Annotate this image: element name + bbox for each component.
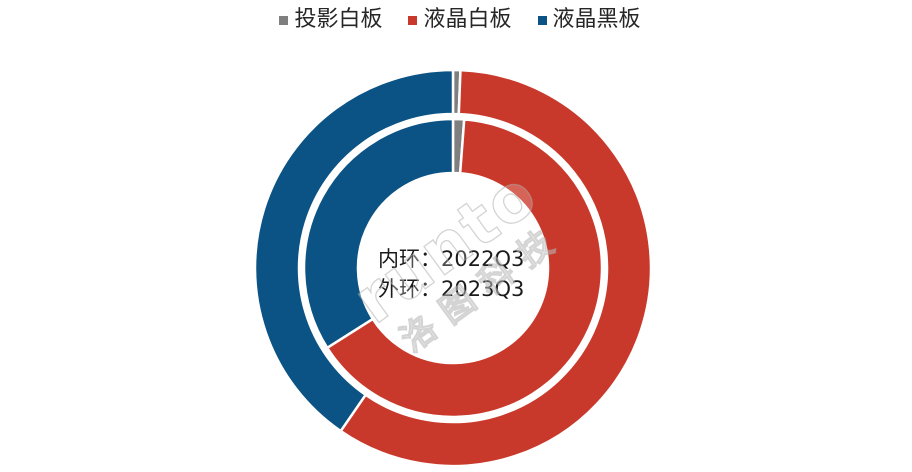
outer-ring-slice-lcd-whiteboard [339,68,653,468]
outer-ring-series: 2023Q3 [441,277,524,301]
chart-legend: 投影白板 液晶白板 液晶黑板 [0,4,912,36]
outer-ring [253,68,653,468]
legend-label-lcd-whiteboard: 液晶白板 [423,7,512,32]
inner-ring-separator: ： [420,247,441,271]
center-label-inner-ring: 内环：2022Q3 [378,247,524,271]
legend-label-lcd-blackboard: 液晶黑板 [552,7,641,32]
outer-ring-separator: ： [420,277,441,301]
center-labels: 内环：2022Q3 外环：2023Q3 [378,247,524,301]
legend-item-projection-whiteboard: 投影白板 [279,6,382,34]
inner-ring-slice-lcd-blackboard [302,117,455,350]
outer-ring-label: 外环 [378,277,420,301]
outer-ring-slice-lcd-blackboard [253,68,455,433]
legend-item-lcd-blackboard: 液晶黑板 [537,6,641,34]
legend-item-lcd-whiteboard: 液晶白板 [408,6,512,34]
inner-ring [302,117,604,419]
inner-ring-label: 内环 [378,247,420,271]
legend-swatch-lcd-blackboard [537,15,547,25]
legend-swatch-lcd-whiteboard [408,15,418,25]
legend-label-projection-whiteboard: 投影白板 [294,7,383,32]
inner-ring-slice-lcd-whiteboard [325,118,604,419]
legend-swatch-projection-whiteboard [279,15,289,25]
center-label-outer-ring: 外环：2023Q3 [378,277,524,301]
inner-ring-series: 2022Q3 [441,247,524,271]
